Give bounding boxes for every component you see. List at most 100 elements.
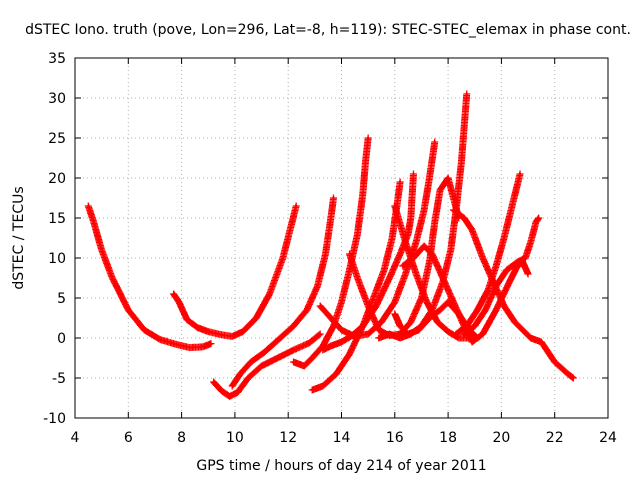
data-point (430, 252, 434, 256)
y-tick-label: 25 (48, 131, 66, 147)
data-point (438, 308, 442, 312)
data-point (356, 232, 359, 236)
data-point (292, 324, 295, 328)
series-markers (170, 202, 300, 340)
series-arc-2 (170, 202, 300, 340)
data-point (332, 196, 335, 200)
data-point (537, 216, 540, 220)
data-point (340, 300, 343, 304)
data-point (255, 316, 258, 320)
data-point (329, 344, 333, 348)
data-point (406, 232, 410, 236)
data-point (281, 256, 285, 260)
x-tick-label: 20 (492, 430, 510, 446)
x-tick-label: 12 (279, 430, 297, 446)
data-point (263, 351, 266, 354)
data-point (470, 340, 474, 344)
data-point (356, 276, 359, 280)
data-point (143, 328, 146, 332)
data-point (388, 276, 391, 280)
data-point (433, 140, 436, 144)
data-point (452, 300, 455, 304)
data-point (462, 216, 466, 220)
data-point (340, 328, 343, 332)
data-point (446, 176, 450, 180)
data-point (428, 176, 431, 180)
data-point (310, 388, 314, 392)
data-point (452, 208, 455, 212)
data-point (513, 320, 516, 324)
data-point (428, 316, 431, 320)
series-arc-15 (460, 214, 543, 338)
data-point (292, 348, 295, 352)
data-point (516, 260, 519, 264)
data-point (484, 308, 487, 312)
data-point (100, 248, 103, 252)
data-point (249, 360, 253, 364)
y-tick-label: 15 (48, 211, 66, 227)
data-point (334, 372, 338, 376)
data-point (321, 348, 325, 352)
data-point (207, 330, 210, 333)
data-point (502, 236, 506, 240)
data-point (404, 240, 407, 244)
data-point (196, 326, 199, 329)
data-point (188, 346, 191, 349)
data-point (361, 192, 365, 196)
data-point (414, 240, 418, 244)
data-point (364, 160, 367, 164)
data-point (348, 268, 351, 272)
data-point (449, 248, 452, 252)
data-point (350, 334, 354, 337)
data-point (529, 336, 532, 340)
data-point (231, 335, 234, 338)
data-point (398, 180, 402, 184)
data-point (393, 300, 396, 304)
data-point (366, 304, 370, 308)
data-point (412, 256, 415, 260)
data-point (422, 208, 426, 212)
series-arc-13 (449, 206, 577, 382)
x-tick-label: 18 (439, 430, 457, 446)
data-point (380, 320, 383, 324)
data-point (481, 256, 484, 260)
data-point (247, 376, 250, 380)
data-point (87, 204, 90, 208)
data-point (476, 336, 479, 340)
data-point (502, 304, 506, 308)
data-point (302, 364, 306, 368)
data-point (340, 340, 343, 344)
data-point (505, 268, 508, 272)
data-point (486, 288, 490, 292)
y-tick-label: 5 (57, 291, 66, 307)
data-point (446, 330, 450, 333)
series-arc-3 (210, 330, 324, 400)
data-point (465, 92, 468, 96)
data-point (468, 328, 471, 332)
data-point (388, 332, 391, 336)
data-point (518, 172, 522, 176)
data-point (526, 272, 530, 276)
data-point (329, 316, 333, 320)
data-point (476, 308, 479, 312)
data-point (366, 332, 370, 336)
data-point (510, 204, 514, 208)
data-point (348, 252, 351, 256)
data-point (92, 220, 95, 224)
data-point (540, 340, 543, 344)
data-point (236, 391, 239, 394)
y-tick-label: 30 (48, 91, 66, 107)
data-point (321, 384, 325, 388)
data-point (494, 264, 498, 268)
data-point (457, 312, 460, 316)
ticks-layer: 4 6 8 10 12 14 16 18 20 22 24 -10 -5 0 5 10 15 20 25 30 35 (43, 51, 617, 446)
data-point (393, 204, 396, 208)
data-point (316, 284, 319, 288)
data-point (220, 333, 223, 336)
data-point (310, 356, 314, 360)
data-point (305, 308, 309, 312)
series-arc-5 (290, 134, 372, 370)
data-point (209, 342, 213, 345)
data-point (494, 284, 498, 288)
